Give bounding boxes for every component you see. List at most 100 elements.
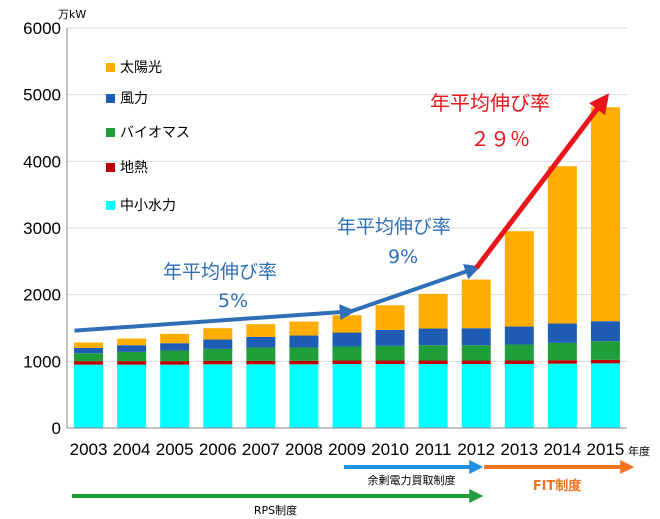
growth-label: 年平均伸び率	[337, 216, 451, 238]
legend-label: 風力	[120, 91, 148, 107]
legend-swatch	[106, 201, 115, 210]
x-tick-label: 2010	[371, 440, 409, 459]
legend-swatch	[106, 63, 115, 72]
bar-segment	[203, 328, 233, 340]
bar-segment	[203, 339, 233, 349]
bar-segment	[418, 328, 448, 346]
bar-segment	[246, 324, 276, 337]
growth-arrow	[350, 264, 481, 314]
growth-annotations: 年平均伸び率 5% 年平均伸び率 9% 年平均伸び率 ２９％	[74, 91, 610, 333]
legend-swatch	[106, 163, 115, 172]
y-tick-label: 4000	[23, 152, 61, 171]
bar-segment	[246, 347, 276, 361]
legend-label: 地熱	[120, 160, 148, 176]
bar-segment	[590, 341, 620, 360]
bar-segment	[504, 344, 534, 361]
bar-segment	[504, 231, 534, 327]
bar-segment	[289, 360, 319, 365]
bar-segment	[289, 364, 319, 428]
legend-label: 中小水力	[120, 198, 176, 214]
bar-segment	[332, 360, 362, 364]
bar-segment	[74, 361, 104, 365]
bar-segment	[203, 348, 233, 361]
bar-segment	[289, 321, 319, 336]
bar-segment	[590, 359, 620, 364]
bar-segment	[246, 336, 276, 348]
y-tick-label: 1000	[23, 352, 61, 371]
bar-segment	[418, 364, 448, 428]
bar-segment	[375, 305, 405, 330]
x-tick-label: 2015	[587, 440, 625, 459]
x-tick-label: 2012	[457, 440, 495, 459]
bar-segment	[160, 361, 190, 365]
bar-segment	[117, 345, 147, 352]
bar-segment	[74, 347, 104, 354]
y-tick-label: 3000	[23, 219, 61, 238]
bar-segment	[547, 342, 577, 361]
bar-segment	[547, 323, 577, 343]
bar-segment	[375, 345, 405, 361]
x-tick-label: 2007	[242, 440, 280, 459]
bar-segment	[332, 315, 362, 333]
bar-segment	[332, 332, 362, 347]
bar-segment	[289, 335, 319, 348]
bar-segment	[74, 342, 104, 348]
bar-segment	[74, 353, 104, 362]
growth-rate: 9%	[388, 246, 418, 268]
bar-segment	[590, 321, 620, 342]
bar-segment	[117, 351, 147, 362]
policy-label: 余剰電力買取制度	[368, 473, 456, 487]
legend-swatch	[106, 128, 115, 137]
x-tick-label: 2009	[328, 440, 366, 459]
y-tick-label: 2000	[23, 286, 61, 305]
x-tick-label: 2008	[285, 440, 323, 459]
x-tick-label: 2013	[500, 440, 538, 459]
legend-label: バイオマス	[120, 125, 190, 141]
bar-segment	[117, 361, 147, 365]
bar-segment	[117, 338, 147, 346]
bar-segment	[203, 360, 233, 365]
bar-segment	[117, 364, 147, 428]
bar-segment	[375, 364, 405, 428]
bar-segment	[547, 363, 577, 428]
y-tick-label: 6000	[23, 19, 61, 38]
bar-segment	[504, 360, 534, 364]
x-axis-ticks: 2003 2004 2005 2006 2007 2008 2009 2010 2011 2012…	[70, 440, 625, 459]
growth-arrow	[74, 304, 356, 333]
bar-segment	[590, 107, 620, 322]
bar-segment	[418, 345, 448, 361]
y-axis-ticks: 0 1000 2000 3000 4000 5000 6000	[23, 19, 61, 438]
x-tick-label: 2005	[156, 440, 194, 459]
bar-segment	[547, 360, 577, 364]
bar-segment	[246, 360, 276, 365]
bar-segment	[246, 364, 276, 428]
growth-label: 年平均伸び率	[163, 261, 277, 283]
policy-periods: 余剰電力買取制度 FIT制度 RPS制度	[72, 460, 635, 517]
growth-label: 年平均伸び率	[430, 91, 550, 115]
bar-segment	[332, 346, 362, 361]
bar-segment	[375, 360, 405, 364]
x-tick-label: 2004	[113, 440, 151, 459]
bar-segment	[418, 360, 448, 364]
legend-swatch	[106, 94, 115, 103]
x-tick-label: 2006	[199, 440, 237, 459]
bar-segment	[590, 363, 620, 428]
bar-segment	[461, 345, 491, 361]
y-tick-label: 5000	[23, 86, 61, 105]
bar-segment	[461, 360, 491, 364]
bar-segment	[418, 293, 448, 329]
bar-segment	[375, 329, 405, 346]
x-tick-label: 2014	[543, 440, 581, 459]
growth-rate: 5%	[218, 290, 248, 312]
x-axis-unit: 年度	[628, 444, 650, 458]
growth-arrow	[474, 93, 610, 270]
bar-segment	[203, 364, 233, 428]
legend-label: 太陽光	[120, 60, 162, 76]
bar-segment	[504, 326, 534, 345]
bar-segment	[74, 364, 104, 428]
bar-segment	[160, 333, 190, 344]
bar-segment	[160, 343, 190, 351]
bar-segment	[504, 364, 534, 428]
